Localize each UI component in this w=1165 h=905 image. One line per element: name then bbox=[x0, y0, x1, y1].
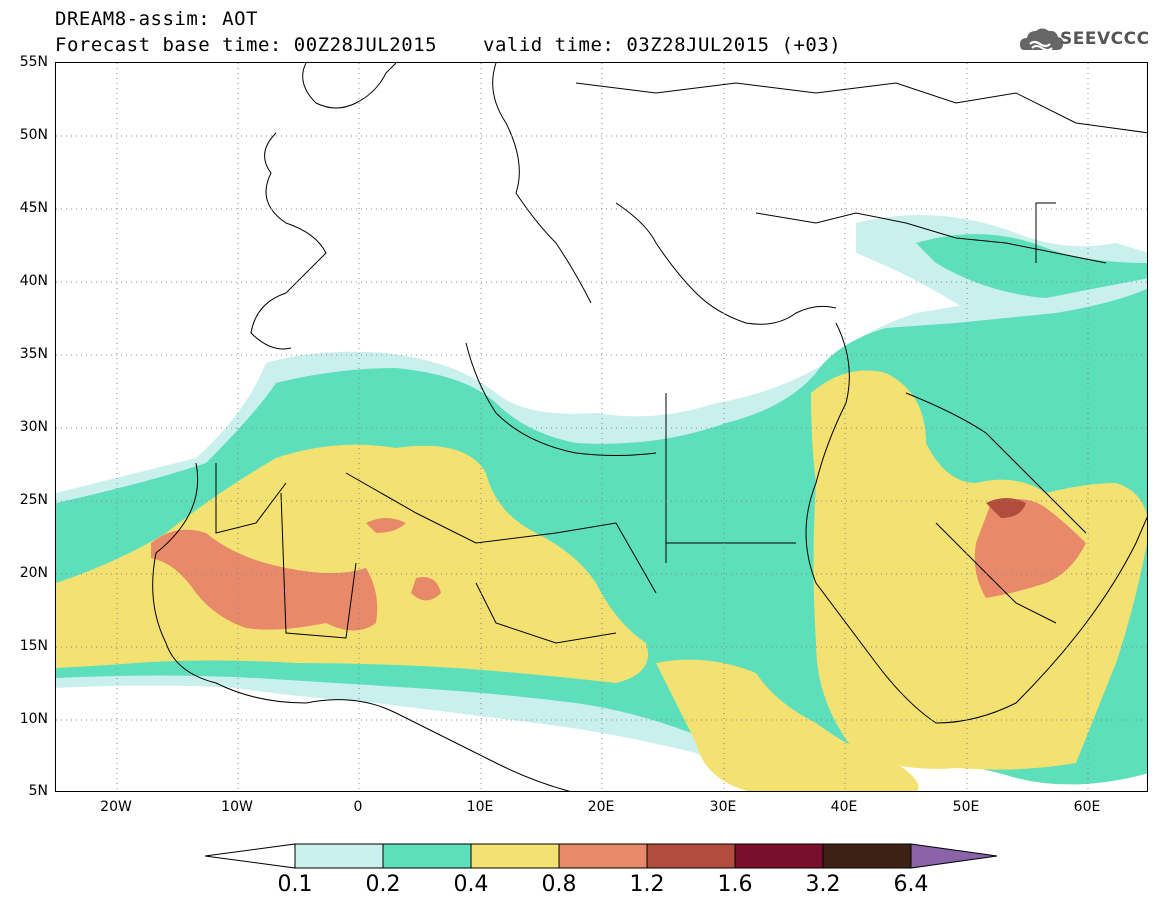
lat-label: 15N bbox=[19, 638, 48, 654]
colorbar-label: 6.4 bbox=[893, 872, 929, 897]
lon-label: 40E bbox=[830, 799, 858, 815]
colorbar-label: 0.8 bbox=[541, 872, 577, 897]
lon-label: 30E bbox=[709, 799, 737, 815]
lat-label: 25N bbox=[19, 492, 48, 508]
aot-field-1.2 bbox=[986, 498, 1026, 518]
map-canvas bbox=[56, 63, 1147, 791]
lon-label: 10E bbox=[466, 799, 494, 815]
lat-label: 30N bbox=[19, 419, 48, 435]
colorbar-label: 0.4 bbox=[453, 872, 489, 897]
base-time: Forecast base time: 00Z28JUL2015 bbox=[55, 34, 438, 56]
lat-label: 55N bbox=[19, 54, 48, 70]
lat-label: 20N bbox=[19, 565, 48, 581]
lon-label: 60E bbox=[1073, 799, 1101, 815]
valid-time: valid time: 03Z28JUL2015 (+03) bbox=[483, 34, 842, 56]
lon-label: 20W bbox=[100, 799, 132, 815]
lat-label: 10N bbox=[19, 711, 48, 727]
lat-label: 50N bbox=[19, 127, 48, 143]
lon-label: 0 bbox=[353, 799, 363, 815]
lon-label: 10W bbox=[221, 799, 253, 815]
time-info: Forecast base time: 00Z28JUL2015 valid ti… bbox=[55, 34, 841, 56]
lat-label: 40N bbox=[19, 273, 48, 289]
colorbar-label: 3.2 bbox=[805, 872, 841, 897]
cloud-logo-icon bbox=[1020, 28, 1064, 51]
colorbar-label: 0.1 bbox=[277, 872, 313, 897]
colorbar-label: 0.2 bbox=[365, 872, 401, 897]
country-borders bbox=[152, 63, 1147, 791]
lon-label: 50E bbox=[952, 799, 980, 815]
lon-label: 20E bbox=[587, 799, 615, 815]
map-title: DREAM8-assim: AOT bbox=[55, 8, 258, 30]
colorbar-label: 1.6 bbox=[717, 872, 753, 897]
lat-label: 5N bbox=[28, 783, 48, 799]
colorbar-label: 1.2 bbox=[629, 872, 665, 897]
graticule bbox=[56, 63, 1147, 791]
logo-text: SEEVCCC bbox=[1060, 29, 1150, 49]
aot-field-0.8 bbox=[151, 499, 1086, 631]
lat-label: 45N bbox=[19, 200, 48, 216]
aot-map bbox=[55, 62, 1148, 792]
lat-label: 35N bbox=[19, 346, 48, 362]
colorbar bbox=[205, 843, 998, 869]
